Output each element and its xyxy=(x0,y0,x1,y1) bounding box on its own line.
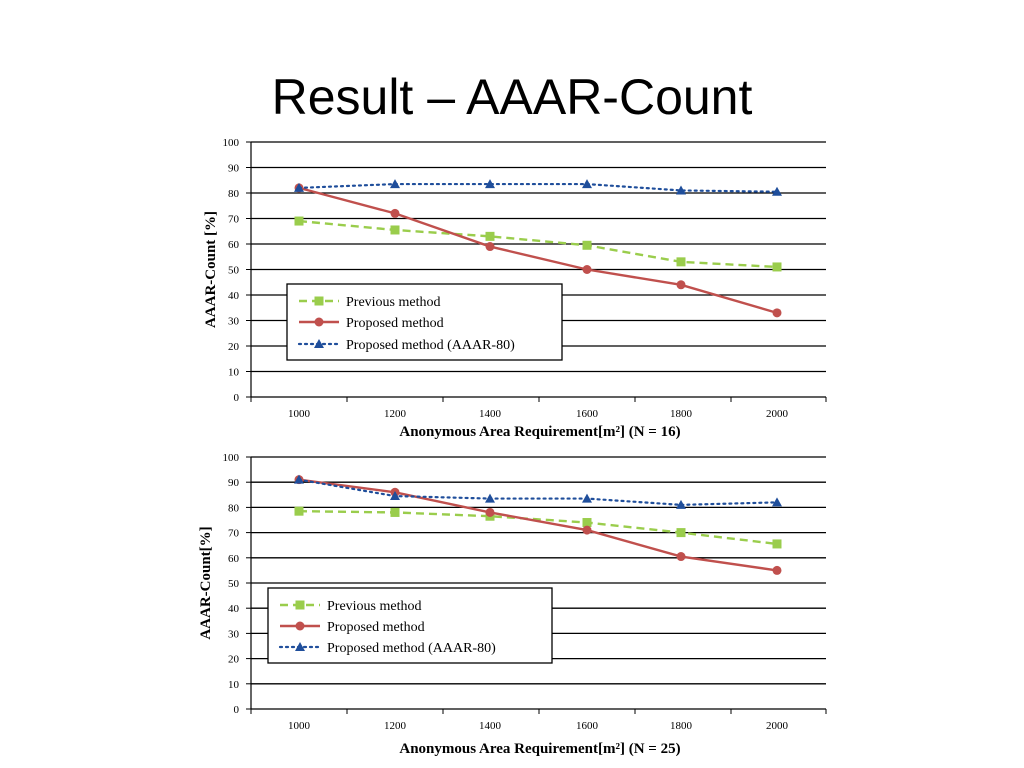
data-point-series-0 xyxy=(294,216,304,226)
x-tick-label: 1400 xyxy=(479,720,502,732)
x-tick-label: 1400 xyxy=(479,408,502,420)
data-point-series-1 xyxy=(390,208,400,218)
chart-n25: 0 10 20 30 40 50 60 70 80 90 100 1000 1200 1400 1600 18… xyxy=(0,446,1024,768)
legend-label-2: Proposed method (AAAR-80) xyxy=(327,641,496,656)
y-tick-label: 10 xyxy=(228,679,240,691)
y-tick-label: 30 xyxy=(228,628,240,640)
data-point-series-1 xyxy=(582,265,592,274)
y-tick-label: 90 xyxy=(228,163,240,175)
legend-marker-1 xyxy=(314,317,324,327)
x-tick-label: 2000 xyxy=(766,720,789,732)
x-axis-label: Anonymous Area Requirement[m²] (N = 25) xyxy=(399,741,680,757)
legend-label-0: Previous method xyxy=(327,599,422,614)
data-point-series-1 xyxy=(676,280,686,290)
y-axis-label: AAAR-Count [%] xyxy=(203,211,219,328)
y-tick-label: 80 xyxy=(228,502,240,514)
chart-n16-svg: 0 10 20 30 40 50 60 70 80 90 100 1000 1200 1400 1600 18… xyxy=(160,128,845,444)
y-tick-label: 30 xyxy=(228,316,240,328)
x-tick-label: 1800 xyxy=(670,408,693,420)
series-line-1 xyxy=(298,186,778,315)
data-point-series-1 xyxy=(772,565,782,575)
legend-label-1: Proposed method xyxy=(346,316,444,331)
legend-marker-1 xyxy=(295,621,305,631)
y-tick-label: 0 xyxy=(234,392,240,404)
x-tick-label: 1200 xyxy=(384,720,407,732)
data-point-series-0 xyxy=(294,506,304,516)
y-tick-label: 100 xyxy=(223,137,240,149)
data-point-series-0 xyxy=(582,240,592,250)
legend-marker-2 xyxy=(295,642,305,651)
y-tick-label: 80 xyxy=(228,188,240,200)
legend-marker-2 xyxy=(314,339,324,348)
y-tick-label: 100 xyxy=(223,452,240,464)
y-tick-label: 20 xyxy=(228,341,240,353)
y-tick-label: 20 xyxy=(228,654,240,666)
data-point-series-2 xyxy=(485,493,495,503)
y-tick-label: 10 xyxy=(228,367,240,379)
data-point-series-0 xyxy=(485,231,495,241)
chart-n16: 0 10 20 30 40 50 60 70 80 90 100 1000 1200 1400 1600 18… xyxy=(0,128,1024,444)
x-tick-label: 1800 xyxy=(670,720,693,732)
x-axis-label: Anonymous Area Requirement[m²] (N = 16) xyxy=(399,424,680,440)
y-tick-label: 90 xyxy=(228,477,240,489)
legend-label-1: Proposed method xyxy=(327,620,425,635)
data-point-series-0 xyxy=(390,507,400,517)
data-point-series-1 xyxy=(485,507,495,517)
y-tick-label: 60 xyxy=(228,239,240,251)
y-tick-label: 50 xyxy=(228,265,240,277)
data-point-series-2 xyxy=(676,499,686,509)
x-tick-label: 2000 xyxy=(766,408,789,420)
y-tick-label: 0 xyxy=(234,704,240,716)
data-point-series-2 xyxy=(582,493,592,503)
data-point-series-0 xyxy=(676,257,686,267)
x-tick-label: 1600 xyxy=(576,720,599,732)
data-point-series-2 xyxy=(485,179,495,189)
legend-label-2: Proposed method (AAAR-80) xyxy=(346,338,515,353)
series-line-2 xyxy=(297,182,779,193)
legend-marker-0 xyxy=(295,600,305,610)
data-point-series-1 xyxy=(772,308,782,318)
data-point-series-2 xyxy=(582,179,592,189)
data-point-series-0 xyxy=(772,539,782,549)
x-tick-label: 1000 xyxy=(288,720,311,732)
data-point-series-2 xyxy=(390,491,400,501)
data-point-series-0 xyxy=(772,262,782,272)
data-point-series-1 xyxy=(485,242,495,252)
series-line-1 xyxy=(298,478,778,572)
data-point-series-0 xyxy=(676,528,686,538)
series-line-0 xyxy=(298,509,778,546)
series-line-2 xyxy=(297,478,779,506)
data-point-series-2 xyxy=(772,497,782,507)
data-point-series-0 xyxy=(390,225,400,235)
y-tick-label: 70 xyxy=(228,214,240,226)
data-point-series-0 xyxy=(582,518,592,528)
series-line-0 xyxy=(298,219,778,269)
data-point-series-1 xyxy=(582,525,592,535)
data-point-series-1 xyxy=(676,552,686,562)
legend-marker-0 xyxy=(314,296,324,306)
y-tick-label: 60 xyxy=(228,553,240,565)
slide-title: Result – AAAR-Count xyxy=(271,69,753,125)
y-tick-label: 40 xyxy=(228,290,240,302)
data-point-series-2 xyxy=(390,179,400,189)
chart-n25-svg: 0 10 20 30 40 50 60 70 80 90 100 1000 1200 1400 1600 18… xyxy=(160,446,845,768)
x-tick-label: 1200 xyxy=(384,408,407,420)
y-axis-label: AAAR-Count[%] xyxy=(198,526,214,639)
y-tick-label: 40 xyxy=(228,603,240,615)
data-point-series-2 xyxy=(772,186,782,196)
data-point-series-2 xyxy=(676,185,686,195)
legend-label-0: Previous method xyxy=(346,295,441,310)
data-point-series-2 xyxy=(294,474,304,484)
y-tick-label: 50 xyxy=(228,578,240,590)
y-tick-label: 70 xyxy=(228,528,240,540)
data-point-series-2 xyxy=(294,182,304,192)
x-tick-label: 1000 xyxy=(288,408,311,420)
x-tick-label: 1600 xyxy=(576,408,599,420)
